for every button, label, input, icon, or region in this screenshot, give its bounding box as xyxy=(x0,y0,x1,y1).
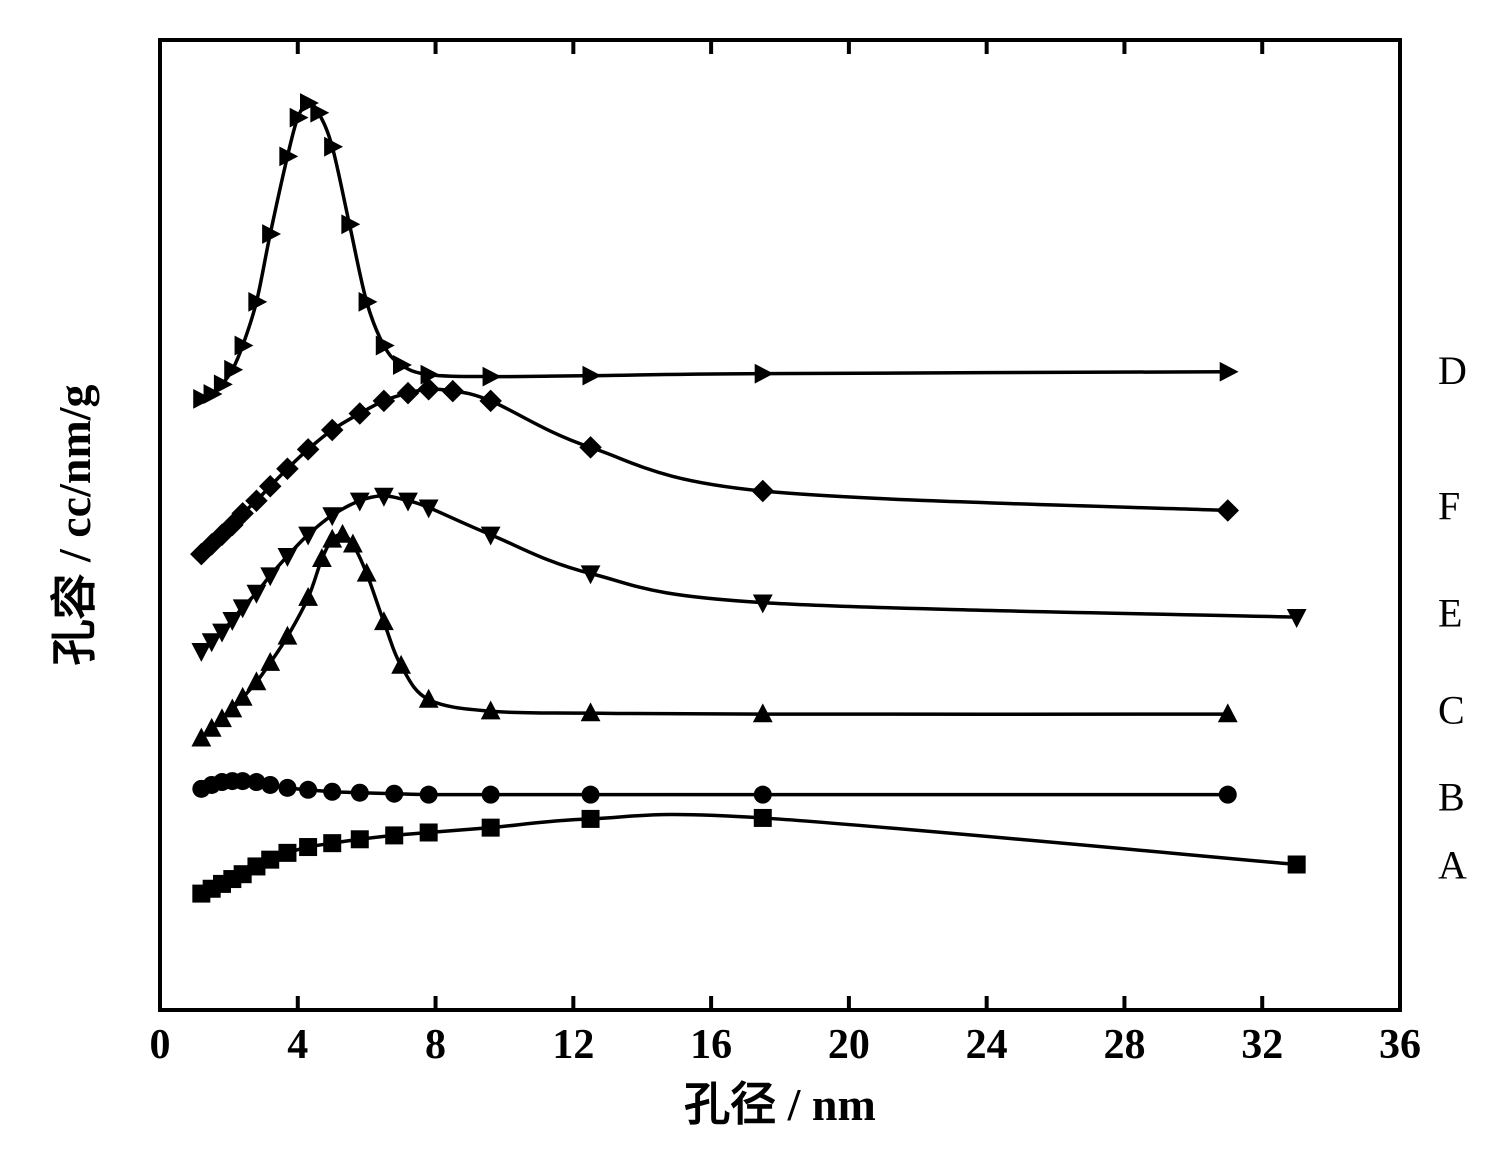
marker-triangle-up xyxy=(333,524,353,543)
x-tick-label: 8 xyxy=(425,1022,446,1068)
series-label-A: A xyxy=(1438,843,1467,888)
marker-circle xyxy=(420,786,438,804)
x-tick-label: 12 xyxy=(552,1022,594,1068)
marker-triangle-up xyxy=(391,655,411,674)
marker-circle xyxy=(1219,786,1237,804)
marker-triangle-down xyxy=(191,643,211,662)
marker-square xyxy=(1288,856,1306,874)
marker-triangle-up xyxy=(298,587,318,606)
marker-diamond xyxy=(752,480,775,503)
marker-triangle-right xyxy=(214,374,233,394)
marker-diamond xyxy=(442,380,465,403)
marker-square xyxy=(582,810,600,828)
marker-triangle-down xyxy=(322,507,342,526)
x-tick-label: 28 xyxy=(1103,1022,1145,1068)
pore-distribution-chart: 0 4 8 12 16 20 24 28 32 36 孔径 / nm 孔容 / cc/nm/g ABC E… xyxy=(0,0,1507,1176)
series-label-E: E xyxy=(1438,590,1462,635)
marker-square xyxy=(278,844,296,862)
marker-circle xyxy=(323,783,341,801)
x-tick-label: 24 xyxy=(966,1022,1008,1068)
marker-diamond xyxy=(1217,499,1240,522)
marker-triangle-up xyxy=(357,563,377,582)
marker-square xyxy=(482,819,500,837)
marker-square xyxy=(351,830,369,848)
marker-square xyxy=(261,851,279,869)
marker-triangle-right xyxy=(393,355,412,375)
series-F: F xyxy=(190,378,1460,565)
marker-triangle-up xyxy=(374,611,394,630)
x-tick-label: 32 xyxy=(1241,1022,1283,1068)
marker-triangle-right xyxy=(483,367,502,387)
series-line-D xyxy=(201,103,1227,399)
marker-circle xyxy=(582,786,600,804)
x-tick-label: 4 xyxy=(287,1022,308,1068)
marker-square xyxy=(299,838,317,856)
marker-circle xyxy=(482,786,500,804)
marker-circle xyxy=(385,785,403,803)
series-E: E xyxy=(191,488,1462,662)
x-tick-label: 16 xyxy=(690,1022,732,1068)
marker-triangle-up xyxy=(278,626,298,645)
series-label-B: B xyxy=(1438,775,1465,820)
marker-circle xyxy=(299,781,317,799)
plot-border xyxy=(160,40,1400,1010)
series-B: B xyxy=(192,772,1464,820)
marker-circle xyxy=(351,784,369,802)
marker-diamond xyxy=(479,390,502,413)
marker-circle xyxy=(754,786,772,804)
series-label-D: D xyxy=(1438,348,1467,393)
marker-triangle-right xyxy=(1220,362,1239,382)
marker-triangle-right xyxy=(376,336,395,356)
marker-triangle-right xyxy=(310,103,329,123)
marker-square xyxy=(420,823,438,841)
marker-circle xyxy=(278,779,296,797)
marker-square xyxy=(323,834,341,852)
marker-triangle-right xyxy=(582,366,601,386)
marker-triangle-right xyxy=(755,364,774,384)
marker-diamond xyxy=(397,382,420,405)
series-label-F: F xyxy=(1438,484,1460,529)
marker-triangle-up xyxy=(419,689,439,708)
x-tick-label: 36 xyxy=(1379,1022,1421,1068)
series-A: A xyxy=(192,809,1467,903)
x-tick-label: 20 xyxy=(828,1022,870,1068)
marker-square xyxy=(754,809,772,827)
x-axis-label: 孔径 / nm xyxy=(684,1079,876,1130)
series-D: D xyxy=(193,93,1467,409)
y-axis-label: 孔容 / cc/nm/g xyxy=(49,384,100,665)
series-C: C xyxy=(191,524,1464,747)
series-line-A xyxy=(201,814,1296,893)
chart-svg: 0 4 8 12 16 20 24 28 32 36 孔径 / nm 孔容 / cc/nm/g ABC E… xyxy=(0,0,1507,1176)
marker-diamond xyxy=(349,402,372,425)
series-line-C xyxy=(201,534,1227,738)
series-label-C: C xyxy=(1438,687,1465,732)
x-tick-label: 0 xyxy=(150,1022,171,1068)
marker-circle xyxy=(261,776,279,794)
marker-diamond xyxy=(373,390,396,413)
marker-diamond xyxy=(579,436,602,459)
marker-triangle-right xyxy=(224,360,243,380)
marker-triangle-up xyxy=(312,548,332,567)
marker-square xyxy=(385,826,403,844)
